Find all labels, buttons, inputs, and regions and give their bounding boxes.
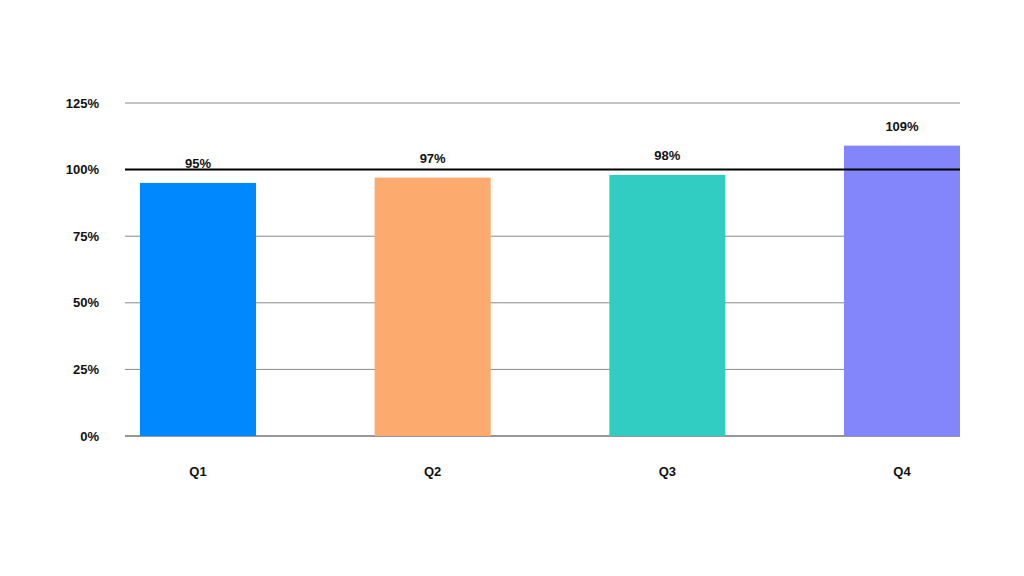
y-tick-label: 50% xyxy=(73,295,99,310)
y-tick-label: 0% xyxy=(80,429,99,444)
x-tick-label: Q2 xyxy=(424,464,441,479)
x-tick-label: Q1 xyxy=(189,464,206,479)
y-tick-label: 25% xyxy=(73,362,99,377)
data-label: 98% xyxy=(654,148,680,163)
bar xyxy=(375,178,491,436)
grid-line xyxy=(125,103,960,104)
y-tick-label: 75% xyxy=(73,229,99,244)
bar xyxy=(609,175,725,436)
grid-line xyxy=(125,169,960,170)
chart-container: 0% 25% 50% 75% 100% 125% 95% Q1 97% Q2 98% Q3 109% Q4 xyxy=(0,0,1024,576)
y-tick-label: 100% xyxy=(66,162,100,177)
bar xyxy=(844,146,960,436)
data-label: 95% xyxy=(185,156,211,171)
y-tick-label: 125% xyxy=(66,96,100,111)
bars xyxy=(140,146,960,436)
x-tick-label: Q3 xyxy=(659,464,676,479)
chart-svg: 0% 25% 50% 75% 100% 125% 95% Q1 97% Q2 98% Q3 109% Q4 xyxy=(0,0,1024,576)
data-label: 97% xyxy=(420,151,446,166)
data-label: 109% xyxy=(885,119,919,134)
x-tick-label: Q4 xyxy=(893,464,911,479)
target-group xyxy=(125,169,960,170)
bar xyxy=(140,183,256,436)
target-line xyxy=(125,169,960,171)
